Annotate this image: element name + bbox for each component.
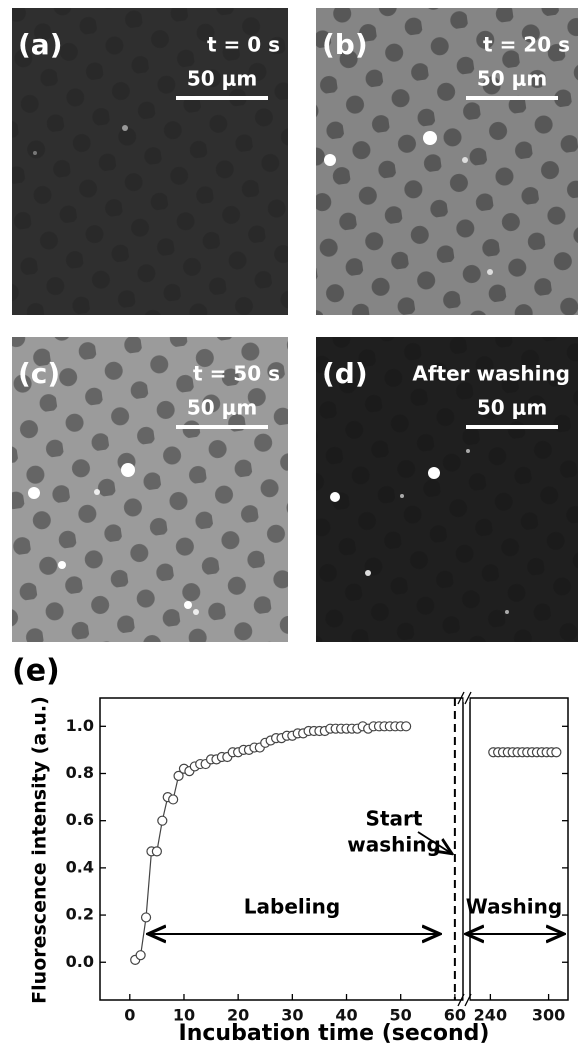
data-point xyxy=(552,748,561,757)
data-point xyxy=(152,847,161,856)
plot-frame xyxy=(470,698,568,1000)
panel-label: (b) xyxy=(322,28,368,61)
x-axis-title: Incubation time (second) xyxy=(179,1021,490,1046)
panel-time: t = 20 s xyxy=(483,33,570,57)
start-washing-label: washing xyxy=(347,833,441,857)
page: (a) t = 0 s 50 μm (b) t = 20 s 50 μm (c) t = 50… xyxy=(0,0,578,1055)
y-tick-label: 0.4 xyxy=(66,857,94,876)
y-tick-label: 1.0 xyxy=(66,716,94,735)
panel-label: (d) xyxy=(322,357,368,390)
data-point xyxy=(402,722,411,731)
scale-label: 50 μm xyxy=(477,396,547,420)
data-point xyxy=(136,951,145,960)
washing-label: Washing xyxy=(466,894,562,918)
x-tick-label: 0 xyxy=(124,1006,135,1025)
labeling-label: Labeling xyxy=(244,894,340,918)
scale-bar xyxy=(466,425,558,429)
panel-label: (a) xyxy=(18,28,63,61)
data-point xyxy=(169,795,178,804)
panel-time: After washing xyxy=(412,362,570,386)
y-tick-label: 0.2 xyxy=(66,905,94,924)
y-tick-label: 0.8 xyxy=(66,763,94,782)
scale-bar xyxy=(176,425,268,429)
scale-bar xyxy=(176,96,268,100)
panel-time: t = 50 s xyxy=(193,362,280,386)
panel-label: (e) xyxy=(12,654,60,689)
panel-label: (c) xyxy=(18,357,60,390)
x-tick-label: 300 xyxy=(532,1006,565,1025)
panel-time: t = 0 s xyxy=(207,33,280,57)
data-point xyxy=(142,913,151,922)
scale-bar xyxy=(466,96,558,100)
data-point xyxy=(158,816,167,825)
scale-label: 50 μm xyxy=(477,67,547,91)
figure: (a) t = 0 s 50 μm (b) t = 20 s 50 μm (c) t = 50… xyxy=(0,0,578,1051)
scale-label: 50 μm xyxy=(187,396,257,420)
y-tick-label: 0.0 xyxy=(66,952,94,971)
scale-label: 50 μm xyxy=(187,67,257,91)
start-washing-label: Start xyxy=(366,807,423,831)
y-axis-title: Fluorescence intensity (a.u.) xyxy=(29,696,51,1004)
y-tick-label: 0.6 xyxy=(66,810,94,829)
